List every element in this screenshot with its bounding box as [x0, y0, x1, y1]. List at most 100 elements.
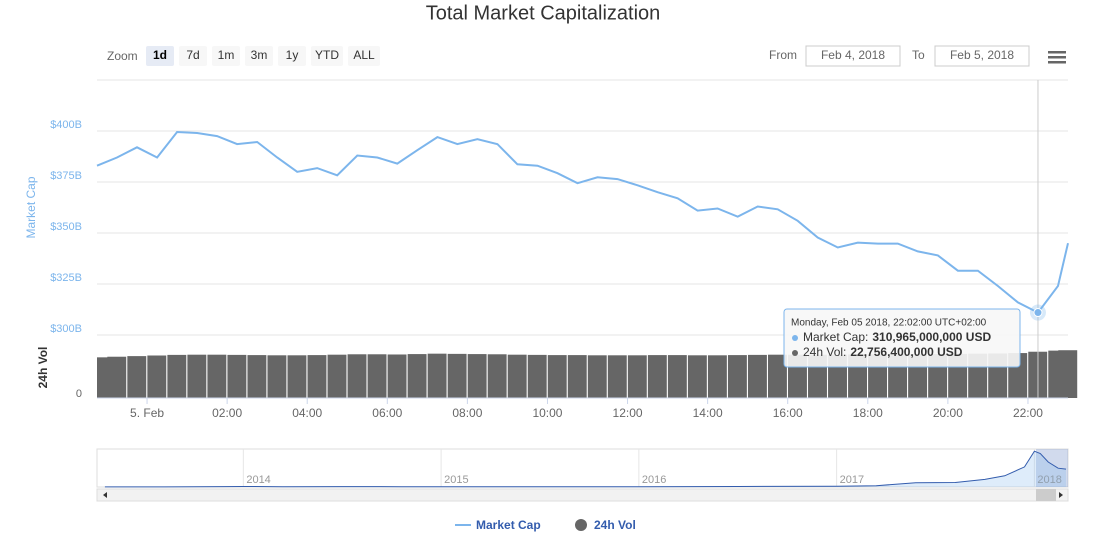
- bar: [587, 355, 607, 398]
- zoom-button-label[interactable]: YTD: [315, 48, 339, 62]
- zoom-button[interactable]: 3m: [245, 46, 273, 66]
- legend-label[interactable]: 24h Vol: [594, 518, 636, 532]
- bar: [127, 356, 147, 398]
- zoom-button-bg[interactable]: [146, 46, 174, 66]
- tooltip-label: 24h Vol:: [803, 345, 846, 359]
- x-tick-label: 18:00: [853, 406, 883, 420]
- bar: [427, 353, 447, 398]
- y-axis-label: Market Cap: [24, 176, 38, 238]
- y-tick-label: $375B: [50, 170, 82, 182]
- area-fill: [104, 451, 1067, 487]
- zoom-button[interactable]: 1y: [278, 46, 306, 66]
- y-axis-label: 24h Vol: [36, 347, 50, 389]
- x-tick-label: 2014: [246, 474, 270, 486]
- x-tick-label: 2017: [840, 474, 864, 486]
- hover-marker: [1033, 308, 1043, 318]
- x-tick-label: 22:00: [1013, 406, 1043, 420]
- bar: [267, 355, 287, 398]
- bar: [507, 354, 527, 398]
- from-date[interactable]: Feb 4, 2018: [821, 48, 885, 62]
- menu-button[interactable]: [1048, 51, 1066, 64]
- scrollbar-thumb[interactable]: [1036, 489, 1056, 501]
- zoom-button[interactable]: ALL: [348, 46, 380, 66]
- bar: [767, 354, 787, 398]
- zoom-button-label[interactable]: 1d: [153, 48, 167, 62]
- bar: [467, 354, 487, 398]
- y-tick-label: $325B: [50, 272, 82, 284]
- to-input[interactable]: [934, 45, 1030, 67]
- to-date[interactable]: Feb 5, 2018: [950, 48, 1014, 62]
- bar: [147, 355, 167, 398]
- tooltip-date: Monday, Feb 05 2018, 22:02:00 UTC+02:00: [791, 318, 987, 329]
- tooltip-dot: [792, 350, 798, 356]
- zoom-button[interactable]: 1m: [212, 46, 240, 66]
- bar: [667, 355, 687, 398]
- zoom-button-bg[interactable]: [245, 46, 273, 66]
- x-tick-label: 06:00: [372, 406, 402, 420]
- bar: [347, 354, 367, 398]
- bar: [1058, 350, 1078, 398]
- x-tick-label: 2015: [444, 474, 468, 486]
- bar: [227, 354, 247, 398]
- zoom-label: Zoom: [107, 49, 138, 63]
- navigator-frame: [96, 448, 1069, 488]
- chart-title: Total Market Capitalization: [426, 2, 661, 24]
- bar: [107, 356, 127, 398]
- scrollbar[interactable]: [96, 488, 1069, 502]
- zoom-button-bg[interactable]: [311, 46, 343, 66]
- x-tick-label: 5. Feb: [130, 406, 164, 420]
- tooltip-label: Market Cap:: [803, 330, 868, 344]
- from-input[interactable]: [805, 45, 901, 67]
- bar: [567, 355, 587, 398]
- zoom-button-label[interactable]: 1m: [218, 48, 235, 62]
- zoom-button-label[interactable]: 3m: [251, 48, 268, 62]
- tooltip-box: [783, 308, 1021, 368]
- bar: [707, 355, 727, 398]
- tooltip-dot: [792, 335, 798, 341]
- tooltip-value: 310,965,000,000 USD: [872, 330, 991, 344]
- scroll-right[interactable]: [1059, 492, 1063, 498]
- bar: [647, 355, 667, 398]
- bar: [307, 355, 327, 398]
- x-tick-label: 2018: [1037, 474, 1061, 486]
- legend-item[interactable]: Market Cap: [455, 518, 541, 532]
- legend-item[interactable]: 24h Vol: [575, 518, 636, 532]
- scroll-left[interactable]: [103, 492, 107, 498]
- zoom-button-label[interactable]: 7d: [186, 48, 199, 62]
- legend-symbol[interactable]: [575, 519, 587, 531]
- zoom-button[interactable]: YTD: [311, 46, 343, 66]
- zoom-button-label[interactable]: 1y: [286, 48, 299, 62]
- y-tick-label: 0: [76, 388, 82, 400]
- bar: [727, 355, 747, 398]
- bar: [447, 353, 467, 398]
- bar: [607, 355, 627, 398]
- zoom-button-bg[interactable]: [179, 46, 207, 66]
- y-tick-label: $300B: [50, 323, 82, 335]
- navigator-line: [104, 450, 1067, 488]
- tooltip-row: 24h Vol: 22,756,400,000 USD: [803, 345, 963, 359]
- x-tick-label: 08:00: [452, 406, 482, 420]
- bar: [367, 354, 387, 398]
- x-tick-label: 20:00: [933, 406, 963, 420]
- from-label: From: [769, 48, 797, 62]
- to-label: To: [912, 48, 925, 62]
- zoom-button[interactable]: 7d: [179, 46, 207, 66]
- bar: [247, 355, 267, 398]
- zoom-button-bg[interactable]: [348, 46, 380, 66]
- zoom-button-label[interactable]: ALL: [353, 48, 375, 62]
- bar: [327, 354, 347, 398]
- bar: [287, 355, 307, 398]
- zoom-button-bg[interactable]: [278, 46, 306, 66]
- zoom-button[interactable]: 1d: [146, 46, 174, 66]
- x-tick-label: 04:00: [292, 406, 322, 420]
- x-tick-label: 12:00: [613, 406, 643, 420]
- bar: [407, 354, 427, 398]
- bar: [487, 354, 507, 398]
- tooltip-row: Market Cap: 310,965,000,000 USD: [803, 330, 991, 344]
- zoom-button-bg[interactable]: [212, 46, 240, 66]
- bar: [527, 354, 547, 398]
- legend-label[interactable]: Market Cap: [476, 518, 541, 532]
- bar: [387, 354, 407, 398]
- bar: [167, 354, 187, 398]
